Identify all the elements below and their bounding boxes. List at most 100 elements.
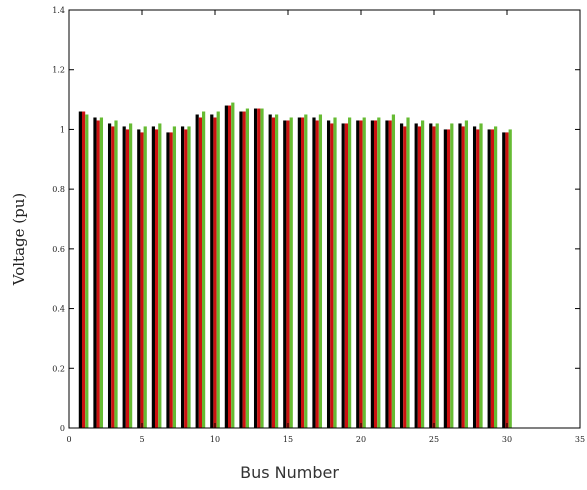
bar-s1-bus-15 [283,120,287,428]
bar-s3-bus-4 [129,123,133,429]
bar-s3-bus-15 [289,117,293,429]
bar-s1-bus-10 [210,114,214,428]
bar-s1-bus-12 [239,111,243,428]
bar-s2-bus-21 [373,120,378,428]
bar-s3-bus-7 [172,126,177,428]
bar-s2-bus-13 [257,108,261,428]
bar-s1-bus-30 [502,132,506,428]
y-axis-title: Voltage (pu) [10,193,28,286]
y-tick-label: 1.2 [52,66,65,75]
x-tick-label: 15 [283,435,293,444]
bar-s3-bus-19 [348,117,352,429]
bar-s3-bus-2 [99,117,104,429]
bar-s2-bus-4 [125,129,129,428]
y-tick-label: 1.4 [52,6,65,15]
bar-s1-bus-27 [458,123,462,429]
bar-s2-bus-6 [154,129,159,428]
bar-s3-bus-30 [508,129,512,428]
x-tick-label: 0 [66,435,71,444]
x-tick-label: 10 [210,435,220,444]
bar-s3-bus-5 [143,126,147,428]
bar-s1-bus-7 [166,132,170,428]
bar-s3-bus-21 [377,117,381,429]
y-tick-label: 0.8 [52,185,65,194]
bar-s3-bus-28 [479,123,483,429]
bar-s1-bus-29 [487,129,491,428]
plot-area-frame [68,9,581,429]
bar-s2-bus-28 [476,129,480,428]
bar-s2-bus-10 [213,117,217,429]
bar-s1-bus-19 [341,123,345,429]
bar-s2-bus-22 [388,120,392,428]
bar-s2-bus-30 [505,132,509,428]
bar-s2-bus-12 [242,111,246,428]
bar-s3-bus-10 [216,111,220,428]
bar-s2-bus-16 [300,117,305,429]
bar-s1-bus-14 [268,114,272,428]
bar-s3-bus-1 [85,114,89,428]
bars-group [78,102,512,429]
y-tick-label: 0 [60,424,65,433]
bar-s1-bus-16 [297,117,301,429]
bar-s3-bus-26 [450,123,454,429]
bar-s2-bus-26 [446,129,451,428]
bar-s1-bus-17 [312,117,316,429]
bar-s2-bus-9 [198,117,202,429]
bar-s3-bus-17 [318,114,323,428]
bar-s1-bus-8 [180,126,185,428]
bar-s1-bus-1 [78,111,82,428]
bar-s1-bus-26 [443,129,447,428]
bar-s2-bus-27 [461,126,465,428]
y-tick-label: 0.6 [52,245,65,254]
bar-s1-bus-18 [326,120,331,428]
bar-s3-bus-13 [260,108,264,428]
bar-s1-bus-4 [122,126,126,428]
x-axis-title: Bus Number [240,463,339,482]
bar-s1-bus-28 [472,126,477,428]
bar-s3-bus-12 [245,108,250,428]
bar-s2-bus-5 [140,132,144,428]
bar-s1-bus-22 [385,120,389,428]
bar-s1-bus-20 [356,120,360,428]
bar-s2-bus-15 [286,120,290,428]
bar-s3-bus-29 [494,126,498,428]
bar-s3-bus-18 [333,117,337,429]
bar-s3-bus-16 [304,114,308,428]
bar-s1-bus-5 [137,129,141,428]
bar-s2-bus-24 [417,126,421,428]
bar-s1-bus-11 [224,105,228,428]
bar-s1-bus-2 [93,117,97,429]
bar-s3-bus-9 [202,111,206,428]
bar-s3-bus-11 [231,102,235,428]
bar-s2-bus-14 [271,117,275,429]
bar-s3-bus-6 [158,123,162,429]
bar-s2-bus-19 [344,123,348,429]
x-tick-label: 25 [429,435,439,444]
bar-s2-bus-18 [330,123,334,429]
y-tick-label: 0.2 [52,364,65,373]
bar-s2-bus-17 [315,120,319,428]
bar-s2-bus-11 [227,105,232,428]
bar-s3-bus-25 [435,123,439,429]
bar-s1-bus-6 [151,126,155,428]
bar-s3-bus-22 [391,114,396,428]
bar-s3-bus-27 [464,120,469,428]
ticks-group: 0 5 10 15 20 25 30 35 0 0.2 0.4 0.6 0.8 1 1.2 1.4 [52,6,585,444]
bar-s1-bus-24 [414,123,418,429]
y-tick-label: 0.4 [52,305,65,314]
x-tick-label: 35 [575,435,585,444]
x-tick-label: 5 [139,435,144,444]
bar-s2-bus-29 [490,129,494,428]
bar-s2-bus-23 [403,126,407,428]
bar-s2-bus-1 [81,111,86,428]
y-tick-label: 1 [60,125,65,134]
bar-s3-bus-23 [406,117,410,429]
bar-s3-bus-3 [114,120,118,428]
bar-s1-bus-23 [399,123,404,429]
bar-s3-bus-8 [187,126,191,428]
bar-s2-bus-25 [432,126,436,428]
bar-s3-bus-20 [362,117,366,429]
x-tick-label: 20 [356,435,366,444]
bar-s2-bus-3 [111,126,115,428]
